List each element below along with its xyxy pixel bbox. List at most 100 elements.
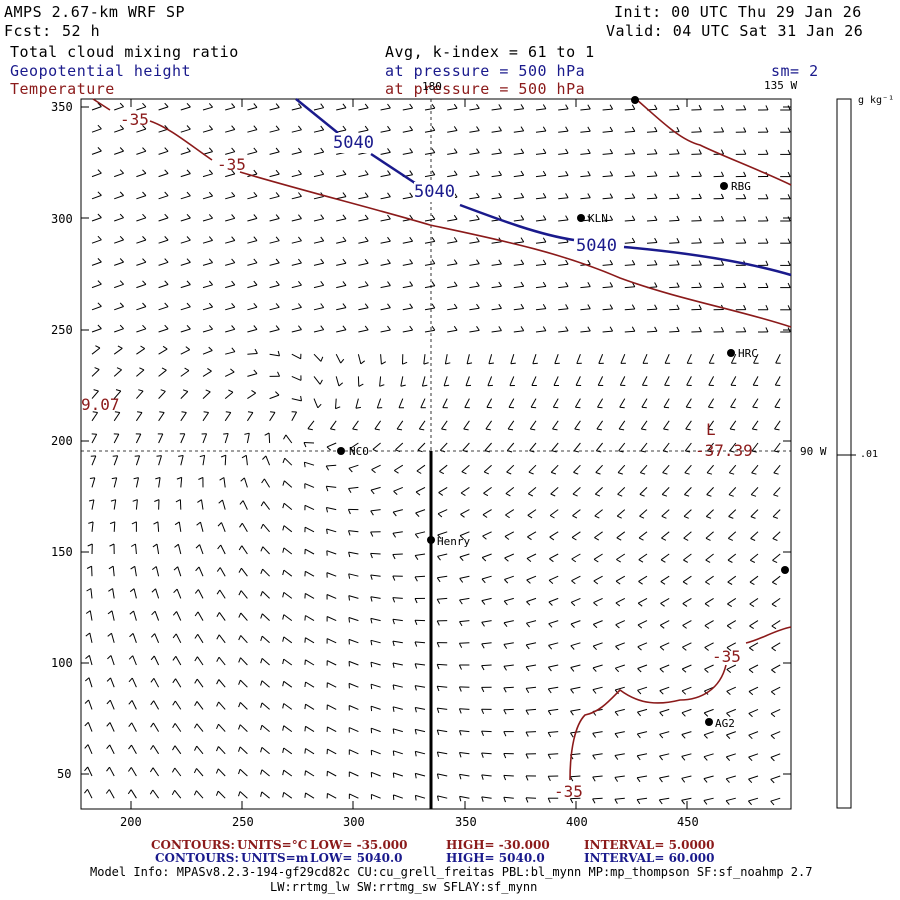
wind-barb	[504, 531, 515, 537]
wind-barb	[335, 398, 337, 409]
wind-barb-flag	[743, 193, 747, 199]
wind-barb-flag	[654, 237, 658, 243]
wind-barb	[660, 553, 670, 561]
wind-barb-flag	[458, 686, 462, 692]
wind-barb	[305, 792, 315, 799]
wind-barb	[132, 633, 137, 643]
wind-barb	[614, 753, 625, 756]
wind-barb	[594, 531, 603, 539]
wind-barb-flag	[364, 214, 369, 220]
wind-barb-flag	[156, 455, 162, 457]
wind-barb	[135, 543, 137, 555]
wind-barb	[558, 241, 569, 244]
wind-barb	[681, 731, 692, 735]
wind-barb-flag	[320, 147, 325, 153]
wind-barb-flag	[503, 797, 506, 803]
wind-barb-flag	[275, 236, 280, 242]
wind-barb	[748, 775, 759, 780]
wind-barb-flag	[661, 537, 667, 541]
wind-barb	[402, 152, 413, 155]
y-tick-250: 250	[51, 323, 73, 337]
wind-barb-flag	[282, 681, 285, 687]
wind-barb	[398, 398, 404, 408]
wind-barb	[136, 328, 147, 333]
wind-barb-flag	[587, 104, 591, 110]
wind-barb-flag	[787, 238, 791, 244]
wind-barb-flag	[320, 125, 325, 131]
wind-barb	[202, 433, 208, 444]
wind-barb	[491, 196, 502, 200]
wind-barb	[313, 376, 321, 385]
wind-barb-flag	[765, 127, 769, 133]
wind-barb	[751, 464, 759, 474]
wind-barb-flag	[364, 170, 369, 175]
wind-barb-flag	[304, 659, 306, 665]
wind-barb	[336, 196, 347, 200]
wind-barb	[482, 553, 492, 558]
wind-barb	[637, 797, 648, 801]
wind-barb	[685, 420, 692, 430]
wind-barb-flag	[654, 104, 658, 110]
wind-barb	[305, 637, 315, 644]
wind-barb-flag	[409, 325, 414, 331]
wind-barb	[392, 684, 403, 688]
wind-barb	[91, 499, 95, 510]
wind-barb-flag	[414, 795, 417, 801]
wind-barb	[111, 633, 115, 643]
wind-barb	[593, 620, 603, 625]
wind-barb-flag	[270, 411, 276, 413]
footer-height-low: LOW= 5040.0	[310, 851, 403, 865]
wind-barb-flag	[142, 125, 147, 130]
temp-contour-label: -35	[712, 647, 741, 666]
wind-barb	[113, 477, 118, 488]
wind-barb	[358, 329, 369, 333]
wind-barb-flag	[676, 193, 680, 199]
wind-barb-flag	[348, 467, 353, 473]
wind-barb-flag	[705, 581, 710, 585]
wind-barb	[771, 575, 781, 583]
wind-barb	[513, 241, 524, 244]
wind-barb-flag	[771, 625, 777, 630]
wind-barb-flag	[409, 259, 414, 264]
wind-barb-flag	[253, 236, 258, 241]
wind-barb-flag	[149, 789, 154, 795]
wind-barb	[261, 791, 270, 799]
wind-barb-flag	[97, 191, 102, 196]
wind-barb	[503, 796, 514, 799]
wind-barb-flag	[253, 125, 258, 130]
wind-barb-flag	[565, 259, 569, 265]
wind-barb-flag	[414, 555, 419, 560]
wind-barb-flag	[481, 621, 485, 627]
wind-barb-flag	[199, 454, 205, 458]
wind-barb	[180, 261, 191, 266]
wind-barb	[196, 768, 204, 777]
wind-barb	[175, 678, 182, 688]
wind-barb-flag	[453, 237, 458, 242]
wind-barb	[484, 442, 492, 451]
wind-barb	[530, 398, 537, 408]
wind-barb	[180, 217, 191, 222]
wind-barb	[91, 390, 99, 399]
wind-barb-flag	[565, 215, 569, 221]
wind-barb	[686, 376, 692, 386]
wind-barb	[439, 464, 448, 472]
wind-barb	[447, 241, 458, 244]
wind-barb-flag	[194, 745, 198, 751]
wind-barb	[464, 398, 470, 408]
wind-barb	[174, 789, 182, 799]
lon-label-135w: 135 W	[764, 79, 798, 92]
wind-barb	[684, 487, 692, 495]
pressure-level-2: at pressure = 500 hPa	[385, 80, 586, 98]
wind-barb	[91, 521, 94, 532]
wind-barb	[424, 307, 435, 311]
footer-temp-units: UNITS=°C	[237, 838, 308, 852]
wind-barb	[218, 634, 226, 644]
wind-barb	[748, 731, 759, 736]
wind-barb	[370, 552, 381, 555]
wind-barb	[708, 353, 715, 364]
wind-barb-flag	[698, 304, 702, 310]
wind-barb	[113, 369, 122, 377]
wind-barb-flag	[97, 324, 102, 329]
wind-barb-flag	[355, 406, 361, 409]
wind-barb-flag	[614, 799, 618, 804]
